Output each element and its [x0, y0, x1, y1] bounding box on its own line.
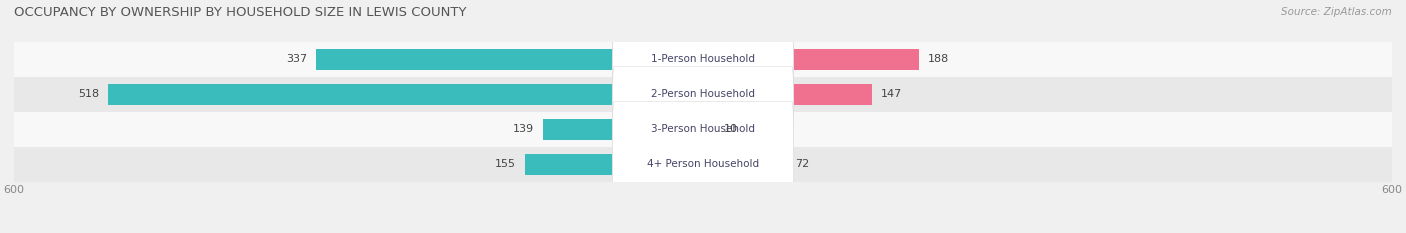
- Text: 518: 518: [77, 89, 98, 99]
- Text: 147: 147: [882, 89, 903, 99]
- Text: OCCUPANCY BY OWNERSHIP BY HOUSEHOLD SIZE IN LEWIS COUNTY: OCCUPANCY BY OWNERSHIP BY HOUSEHOLD SIZE…: [14, 6, 467, 19]
- FancyBboxPatch shape: [612, 0, 794, 122]
- FancyBboxPatch shape: [612, 31, 794, 157]
- Text: 2-Person Household: 2-Person Household: [651, 89, 755, 99]
- FancyBboxPatch shape: [612, 66, 794, 192]
- Text: 3-Person Household: 3-Person Household: [651, 124, 755, 134]
- Text: 139: 139: [513, 124, 534, 134]
- Bar: [703, 154, 786, 175]
- Bar: [703, 84, 872, 105]
- Text: 72: 72: [794, 159, 808, 169]
- Text: Source: ZipAtlas.com: Source: ZipAtlas.com: [1281, 7, 1392, 17]
- Bar: [14, 42, 1392, 77]
- Text: 1-Person Household: 1-Person Household: [651, 55, 755, 64]
- Text: 337: 337: [285, 55, 307, 64]
- Text: 188: 188: [928, 55, 949, 64]
- FancyBboxPatch shape: [612, 101, 794, 227]
- Bar: [316, 49, 703, 70]
- Text: 155: 155: [495, 159, 516, 169]
- Text: 10: 10: [724, 124, 738, 134]
- Text: 4+ Person Household: 4+ Person Household: [647, 159, 759, 169]
- Bar: [703, 49, 920, 70]
- Bar: [524, 154, 703, 175]
- Bar: [14, 112, 1392, 147]
- Bar: [14, 77, 1392, 112]
- Bar: [703, 119, 714, 140]
- Bar: [14, 147, 1392, 182]
- Bar: [108, 84, 703, 105]
- Bar: [543, 119, 703, 140]
